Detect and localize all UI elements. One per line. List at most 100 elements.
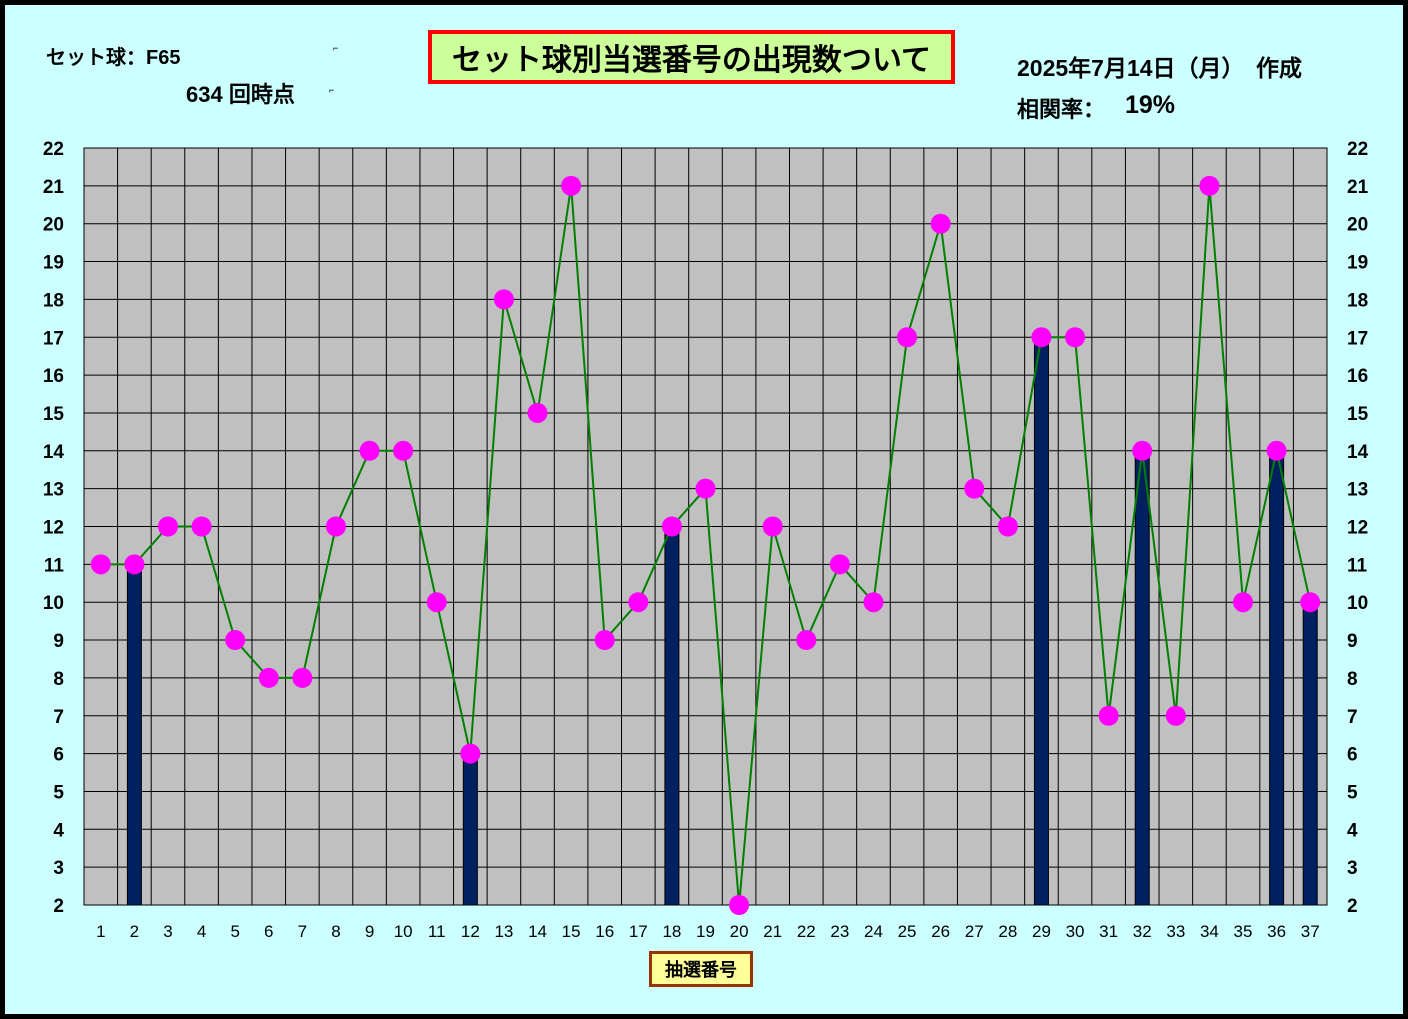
x-tick-label: 34 — [1200, 922, 1219, 941]
y-tick-label-left: 4 — [53, 820, 64, 841]
y-tick-label-left: 7 — [53, 707, 64, 728]
y-tick-label-right: 3 — [1347, 858, 1358, 879]
y-tick-label-left: 8 — [53, 669, 64, 690]
bar — [1269, 450, 1285, 906]
y-tick-label-right: 6 — [1347, 745, 1358, 766]
x-tick-label: 19 — [696, 922, 715, 941]
data-point — [762, 516, 783, 537]
y-tick-label-right: 17 — [1347, 328, 1368, 349]
data-point — [561, 175, 582, 196]
x-tick-label: 17 — [629, 922, 648, 941]
data-point — [359, 440, 380, 461]
data-point — [628, 592, 649, 613]
y-tick-label-left: 18 — [43, 290, 64, 311]
x-tick-label: 18 — [662, 922, 681, 941]
y-tick-label-left: 6 — [53, 745, 64, 766]
x-tick-label: 2 — [130, 922, 139, 941]
data-point — [460, 743, 481, 764]
x-tick-label: 36 — [1267, 922, 1286, 941]
y-tick-label-left: 14 — [43, 442, 65, 463]
correlation-value: 19% — [1125, 91, 1176, 119]
data-point — [1031, 327, 1052, 348]
data-point — [1098, 705, 1119, 726]
y-tick-label-right: 5 — [1347, 782, 1358, 803]
y-tick-label-left: 13 — [43, 480, 64, 501]
x-tick-label: 5 — [230, 922, 239, 941]
bar — [1302, 601, 1318, 906]
set-ball-label: セット球：F65 — [46, 47, 181, 69]
data-point — [493, 289, 514, 310]
chart-frame: セット球：F65 634 回時点 ⌐ ⌐ セット球別当選番号の出現数ついて 20… — [4, 4, 1404, 1015]
y-tick-label-right: 18 — [1347, 290, 1368, 311]
x-tick-label: 35 — [1234, 922, 1253, 941]
x-tick-label: 16 — [595, 922, 614, 941]
x-tick-label: 27 — [965, 922, 984, 941]
x-tick-label: 25 — [898, 922, 917, 941]
x-tick-label: 20 — [730, 922, 749, 941]
x-tick-label: 32 — [1133, 922, 1152, 941]
data-point — [90, 554, 111, 575]
data-point — [1132, 440, 1153, 461]
y-tick-label-left: 10 — [43, 593, 64, 614]
x-tick-label: 37 — [1301, 922, 1320, 941]
data-point — [325, 516, 346, 537]
cell-marker-1: ⌐ — [333, 43, 339, 53]
y-tick-label-left: 2 — [53, 896, 64, 917]
y-tick-label-left: 11 — [44, 555, 65, 576]
data-point — [1199, 175, 1220, 196]
data-point — [930, 213, 951, 234]
y-tick-label-right: 19 — [1347, 253, 1368, 274]
y-tick-label-right: 21 — [1347, 177, 1369, 198]
chart-title: セット球別当選番号の出現数ついて — [428, 30, 955, 84]
x-tick-label: 11 — [428, 922, 446, 941]
y-tick-label-left: 22 — [43, 139, 64, 160]
data-point — [1300, 592, 1321, 613]
x-tick-label: 30 — [1066, 922, 1085, 941]
data-point — [1233, 592, 1254, 613]
bar — [1033, 336, 1049, 906]
data-point — [661, 516, 682, 537]
y-tick-label-left: 3 — [53, 858, 64, 879]
data-point — [191, 516, 212, 537]
y-tick-label-right: 4 — [1347, 820, 1358, 841]
y-tick-label-left: 16 — [43, 366, 64, 387]
y-tick-label-right: 13 — [1347, 480, 1368, 501]
x-tick-label: 12 — [461, 922, 480, 941]
x-tick-label: 21 — [763, 922, 782, 941]
x-tick-label: 13 — [494, 922, 513, 941]
data-point — [594, 630, 615, 651]
y-tick-label-right: 11 — [1347, 555, 1368, 576]
data-point — [1165, 705, 1186, 726]
x-tick-label: 6 — [264, 922, 273, 941]
data-point — [393, 440, 414, 461]
y-tick-label-right: 20 — [1347, 215, 1368, 236]
bar — [1134, 450, 1150, 906]
data-point — [1266, 440, 1287, 461]
data-point — [157, 516, 178, 537]
x-tick-label: 28 — [998, 922, 1017, 941]
bar — [126, 563, 142, 906]
y-tick-label-right: 2 — [1347, 896, 1358, 917]
created-date: 2025年7月14日（月） 作成 — [1017, 55, 1303, 81]
x-tick-label: 14 — [528, 922, 547, 941]
y-tick-label-left: 17 — [43, 328, 64, 349]
x-tick-label: 8 — [331, 922, 340, 941]
y-tick-label-left: 5 — [53, 782, 64, 803]
cell-marker-2: ⌐ — [329, 85, 335, 95]
y-tick-label-right: 9 — [1347, 631, 1358, 652]
data-point — [897, 327, 918, 348]
data-point — [695, 478, 716, 499]
y-tick-label-left: 12 — [43, 518, 64, 539]
data-point — [997, 516, 1018, 537]
y-tick-label-left: 9 — [53, 631, 64, 652]
y-tick-label-right: 10 — [1347, 593, 1368, 614]
x-tick-label: 31 — [1099, 922, 1118, 941]
y-tick-label-right: 7 — [1347, 707, 1358, 728]
data-point — [863, 592, 884, 613]
x-tick-label: 33 — [1166, 922, 1185, 941]
data-point — [124, 554, 145, 575]
y-tick-label-right: 16 — [1347, 366, 1368, 387]
data-point — [292, 667, 313, 688]
data-point — [1065, 327, 1086, 348]
